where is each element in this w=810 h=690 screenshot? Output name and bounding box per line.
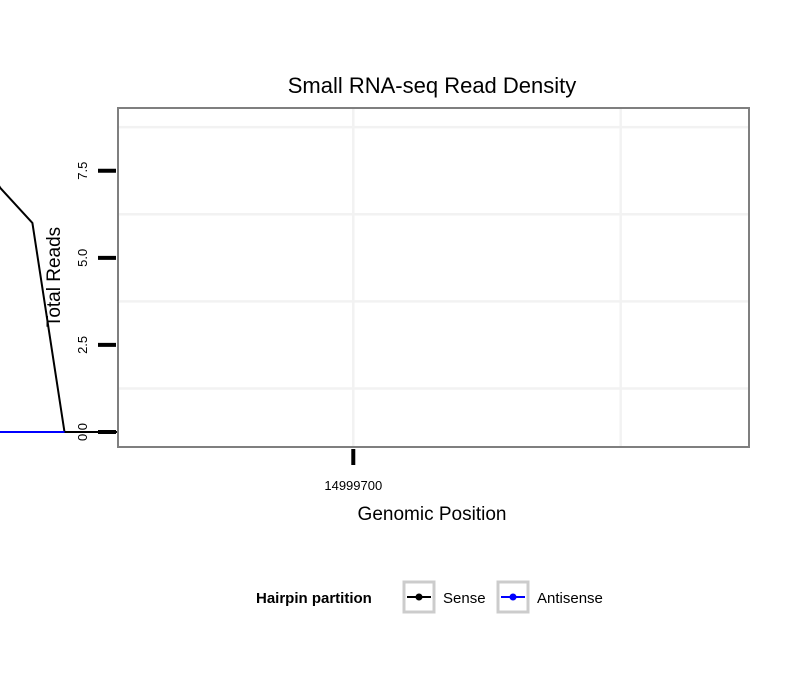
legend-label: Antisense	[537, 590, 603, 607]
legend: Hairpin partition Sense Antisense	[256, 580, 603, 614]
legend-title: Hairpin partition	[256, 590, 372, 607]
panel-border	[117, 107, 750, 448]
chart-title: Small RNA-seq Read Density	[288, 73, 577, 98]
series-layer	[0, 185, 118, 433]
x-axis-title: Genomic Position	[358, 504, 507, 525]
grid	[118, 108, 749, 447]
y-tick-label: 2.5	[75, 336, 90, 354]
y-axis: 0.0 2.5 5.0 7.5	[75, 162, 116, 441]
x-axis: 1499980014999700	[324, 449, 382, 493]
y-tick-label: 5.0	[75, 249, 90, 267]
legend-key-point	[415, 593, 423, 601]
y-tick-label: 7.5	[75, 162, 90, 180]
x-tick-label: 14999700	[324, 478, 382, 493]
y-tick-label: 0.0	[75, 423, 90, 441]
legend-key-point	[509, 593, 517, 601]
y-axis-title: Total Reads	[44, 227, 65, 327]
legend-label: Sense	[443, 590, 486, 607]
series-line-sense	[0, 185, 118, 433]
